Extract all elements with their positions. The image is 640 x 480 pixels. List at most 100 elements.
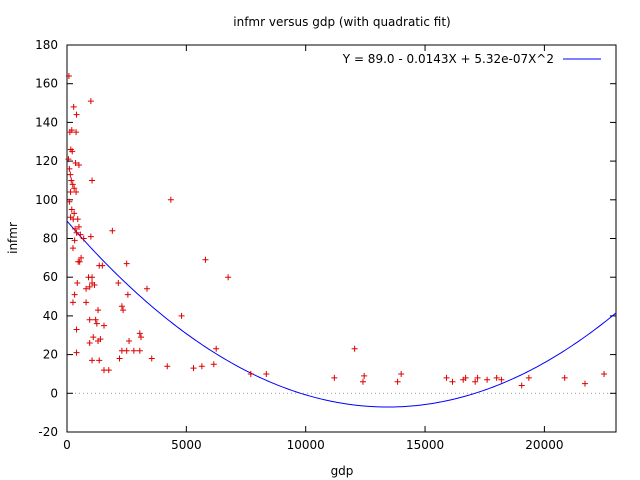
data-point [331, 374, 338, 381]
x-tick-label: 0 [63, 438, 71, 452]
data-point [178, 312, 185, 319]
data-point [116, 355, 123, 362]
data-point [89, 274, 96, 281]
data-point [76, 258, 83, 265]
data-point [74, 280, 81, 287]
data-point [263, 370, 270, 377]
data-point [95, 307, 102, 314]
data-point [86, 283, 93, 290]
data-point [89, 177, 96, 184]
data-point [359, 378, 366, 385]
data-point [86, 316, 93, 323]
data-point [109, 227, 116, 234]
data-point [472, 378, 479, 385]
data-point [449, 378, 456, 385]
data-point [137, 334, 144, 341]
y-tick-label: 140 [35, 115, 58, 129]
data-point [130, 347, 137, 354]
data-point [100, 322, 107, 329]
y-tick-label: 120 [35, 154, 58, 168]
data-point [124, 291, 131, 298]
data-point [91, 281, 98, 288]
data-point [210, 361, 217, 368]
y-tick-label: 60 [43, 270, 58, 284]
x-tick-label: 5000 [171, 438, 202, 452]
data-point [398, 370, 405, 377]
data-point [126, 338, 133, 345]
data-point [65, 156, 72, 163]
data-point [69, 181, 76, 188]
data-point [202, 256, 209, 263]
data-point [90, 334, 97, 341]
y-tick-label: 0 [50, 386, 58, 400]
y-tick-label: 180 [35, 38, 58, 52]
data-point [561, 374, 568, 381]
data-point [462, 374, 469, 381]
plot-frame [66, 44, 617, 433]
y-tick-label: 80 [43, 232, 58, 246]
data-point [73, 229, 80, 236]
data-point [69, 299, 76, 306]
data-point [394, 378, 401, 385]
data-point [484, 376, 491, 383]
data-point [443, 374, 450, 381]
data-point [73, 326, 80, 333]
data-point [93, 320, 100, 327]
x-tick-label: 15000 [406, 438, 444, 452]
data-point [71, 291, 78, 298]
data-point [71, 210, 78, 217]
data-point [68, 177, 75, 184]
data-point [72, 225, 79, 232]
data-point [105, 367, 112, 374]
x-tick-label: 20000 [525, 438, 563, 452]
data-point [69, 148, 76, 155]
data-point [65, 72, 72, 79]
data-point [518, 382, 525, 389]
data-point [498, 376, 505, 383]
data-point [225, 274, 232, 281]
data-point [123, 260, 130, 267]
data-point [164, 363, 171, 370]
data-point [70, 103, 77, 110]
data-point [601, 370, 608, 377]
data-point [190, 365, 197, 372]
data-point [136, 347, 143, 354]
data-point [66, 165, 73, 172]
data-point [198, 363, 205, 370]
chart-title: infmr versus gdp (with quadratic fit) [233, 15, 450, 29]
data-point [115, 280, 122, 287]
data-point [66, 198, 73, 205]
data-point [123, 347, 130, 354]
plot-area: 0 5000 10000 15000 20000 -20 0 20 40 60 80 100 120 14… [35, 38, 617, 452]
legend-label-fit: Y = 89.0 - 0.0143X + 5.32e-07X^2 [342, 52, 554, 66]
data-point [148, 355, 155, 362]
data-point [83, 299, 90, 306]
data-point [361, 372, 368, 379]
data-point [118, 303, 125, 310]
data-point [86, 339, 93, 346]
data-point [97, 336, 104, 343]
y-tick-label: 20 [43, 348, 58, 362]
data-point [73, 129, 80, 136]
data-point [351, 345, 358, 352]
data-point [71, 185, 78, 192]
data-point [136, 330, 143, 337]
x-tick-label: 10000 [287, 438, 325, 452]
legend: Y = 89.0 - 0.0143X + 5.32e-07X^2 [342, 52, 601, 66]
data-point [73, 349, 80, 356]
data-point [247, 370, 254, 377]
data-point [73, 189, 80, 196]
data-point [525, 374, 532, 381]
y-axis-title: infmr [6, 222, 20, 254]
data-point [78, 254, 85, 261]
data-point [87, 233, 94, 240]
fit-curve [66, 220, 617, 408]
y-tick-label: 100 [35, 193, 58, 207]
data-point [68, 206, 75, 213]
data-point [92, 316, 99, 323]
data-point [75, 161, 82, 168]
data-point [77, 231, 84, 238]
data-point [75, 223, 82, 230]
data-point [67, 189, 74, 196]
data-point [87, 98, 94, 105]
